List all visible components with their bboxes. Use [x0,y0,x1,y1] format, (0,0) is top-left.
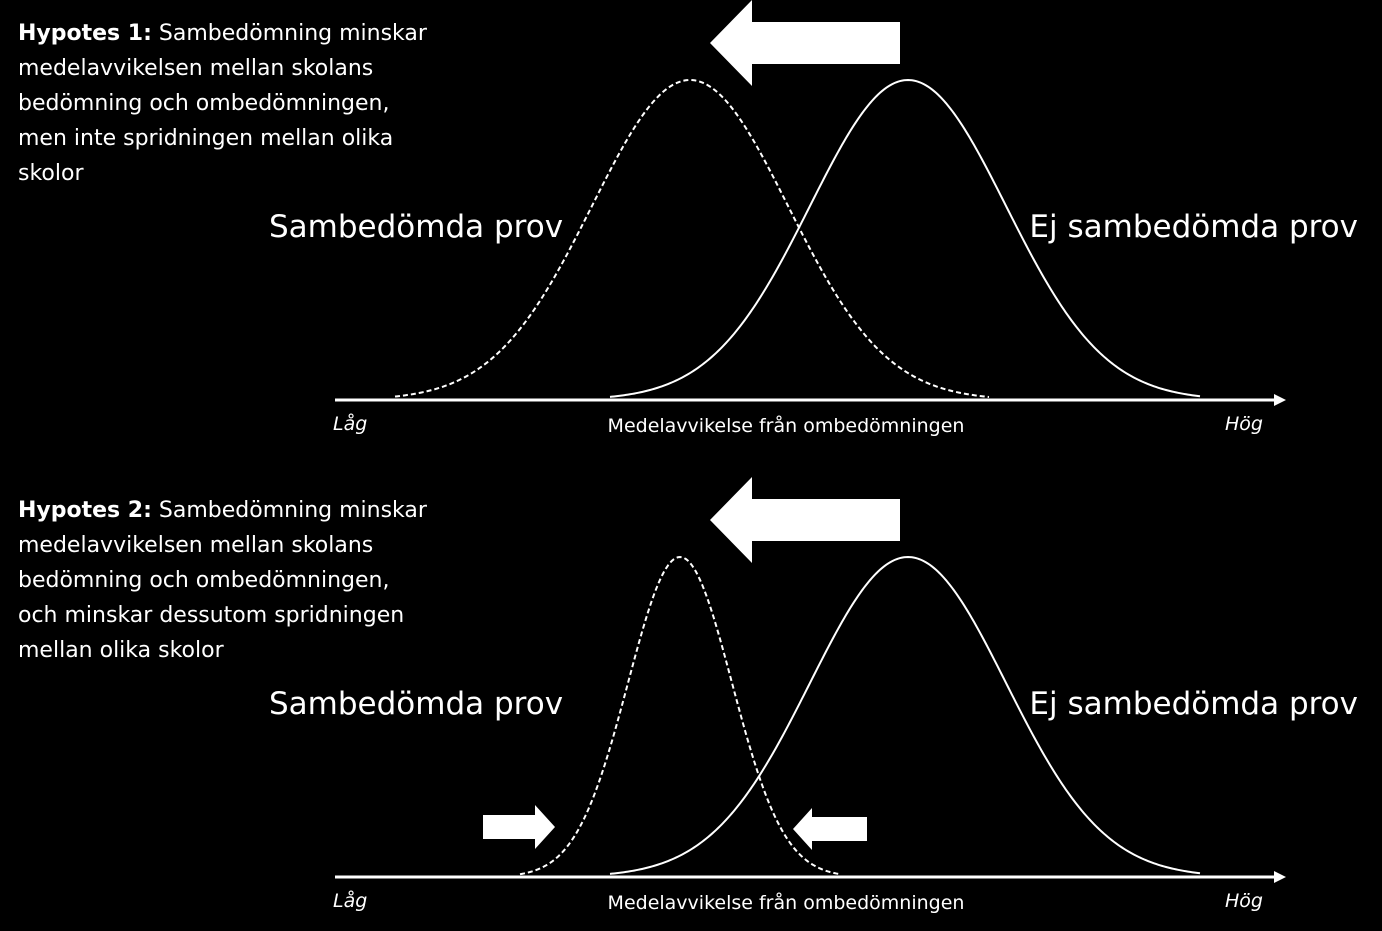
curve-label: Ej sambedömda prov [1029,686,1358,722]
dashed-curve [394,79,990,398]
hypothesis-line: bedömning och ombedömningen, [18,568,390,593]
panel: Hypotes 2: Sambedömning minskar medelavvi… [18,477,1358,914]
solid-curve [609,78,1201,398]
hypothesis-label: Hypotes 1: [18,21,152,46]
narrowing-arrow [793,808,867,850]
curve-label: Sambedömda prov [269,686,563,722]
shift-arrow [710,0,900,86]
hypothesis-line: Hypotes 1: Sambedömning minskar [18,21,428,46]
axis-title: Medelavvikelse från ombedömningen [608,891,965,914]
hypothesis-line: mellan olika skolor [18,638,225,663]
hypothesis-line: skolor [18,161,84,186]
hypothesis-label: Hypotes 2: [18,498,152,523]
axis-arrowhead [1274,394,1286,406]
shift-arrow [710,477,900,563]
hypothesis-line: och minskar dessutom spridningen [18,603,404,628]
hypothesis-text: Sambedömning minskar [159,21,428,46]
axis-arrowhead [1274,871,1286,883]
hypothesis-text: Sambedömning minskar [159,498,428,523]
axis-low-label: Låg [333,412,367,435]
hypothesis-line: medelavvikelsen mellan skolans [18,533,373,558]
panel: Hypotes 1: Sambedömning minskar medelavvi… [18,0,1358,437]
axis-high-label: Hög [1225,413,1263,435]
hypothesis-line: bedömning och ombedömningen, [18,91,390,116]
dashed-curve [519,555,841,876]
solid-curve [609,555,1201,875]
curve-label: Sambedömda prov [269,209,563,245]
hypothesis-line: medelavvikelsen mellan skolans [18,56,373,81]
curve-label: Ej sambedömda prov [1029,209,1358,245]
axis-high-label: Hög [1225,890,1263,912]
axis-low-label: Låg [333,889,367,912]
hypothesis-line: Hypotes 2: Sambedömning minskar [18,498,428,523]
axis-title: Medelavvikelse från ombedömningen [608,414,965,437]
narrowing-arrow [483,805,555,849]
hypothesis-line: men inte spridningen mellan olika [18,126,393,151]
